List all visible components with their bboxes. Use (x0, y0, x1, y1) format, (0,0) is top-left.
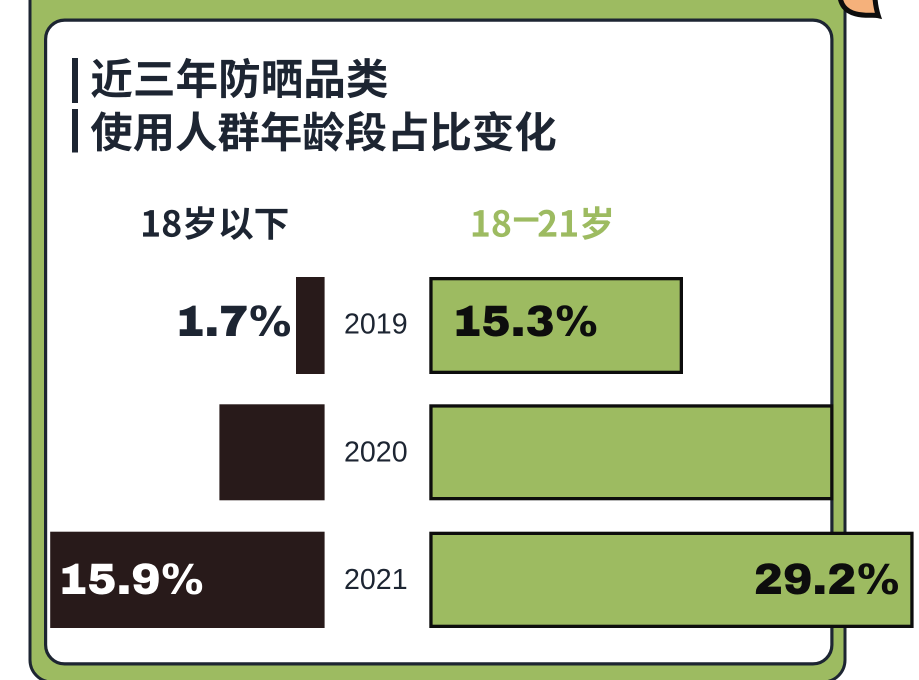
svg-text:2020: 2020 (344, 437, 408, 469)
svg-text:2021: 2021 (344, 564, 408, 596)
svg-text:2019: 2019 (344, 308, 408, 340)
